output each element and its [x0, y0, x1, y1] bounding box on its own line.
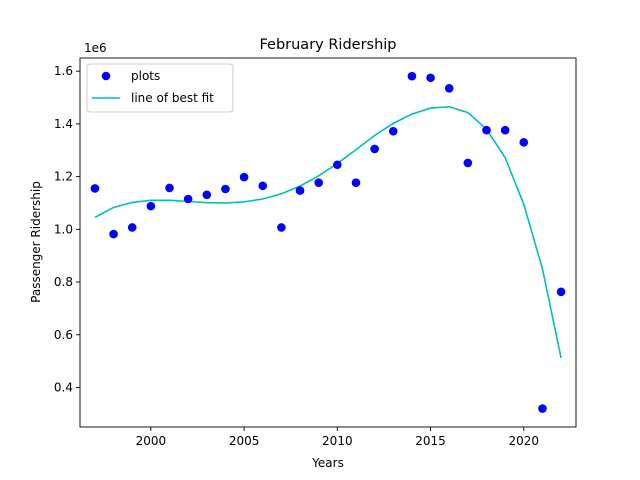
scatter-point [370, 144, 379, 154]
scatter-point [538, 404, 547, 413]
y-tick-label: 1.0 [54, 222, 73, 236]
y-tick-label: 0.4 [54, 380, 73, 394]
scatter-point [239, 172, 249, 182]
axes-frame [79, 57, 577, 428]
y-tick-label: 1.6 [54, 64, 73, 78]
y-tick-label: 1.2 [54, 170, 73, 184]
scatter-point [146, 201, 156, 211]
legend-label: plots [131, 69, 160, 83]
legend: plots line of best fit [86, 63, 234, 113]
scatter-point [183, 194, 193, 204]
y-axis-ticks: 0.4 0.6 0.8 1.0 1.2 1.4 1.6 [54, 64, 80, 394]
scatter-point [127, 223, 137, 232]
y-tick-label: 1.4 [54, 117, 73, 131]
scatter-point [202, 190, 212, 200]
x-tick-label: 2015 [415, 434, 446, 448]
x-tick-label: 2000 [136, 434, 167, 448]
scatter-point [258, 181, 268, 191]
y-tick-label: 0.6 [54, 328, 73, 342]
x-axis-ticks: 2000 2005 2010 2015 2020 [136, 427, 539, 448]
y-tick-label: 0.8 [54, 275, 73, 289]
chart-title: February Ridership [259, 37, 396, 53]
plot-area [79, 57, 577, 428]
scatter-point [463, 158, 473, 168]
scatter-point [109, 229, 118, 239]
x-tick-label: 2010 [322, 434, 353, 448]
legend-frame [86, 63, 234, 113]
scatter-point [426, 73, 435, 83]
scatter-point [519, 138, 529, 147]
scatter-point [407, 71, 417, 81]
scatter-point [500, 125, 510, 135]
y-axis-label: Passenger Ridership [29, 181, 43, 303]
scatter-point [90, 184, 100, 193]
scatter-point [295, 186, 305, 195]
scatter-point [556, 287, 566, 297]
scatter-point [277, 223, 286, 232]
scatter-point [333, 160, 342, 170]
scatter-point [388, 126, 398, 136]
scatter-point [351, 178, 361, 187]
scatter-point [444, 84, 454, 93]
x-tick-label: 2005 [229, 434, 260, 448]
scatter-point [314, 178, 323, 187]
y-offset-label: 1e6 [84, 41, 107, 55]
best-fit-line [94, 105, 562, 359]
scatter-point [482, 125, 491, 135]
scatter-point [221, 184, 230, 194]
x-tick-label: 2020 [509, 434, 540, 448]
scatter-point [165, 183, 174, 193]
x-axis-label: Years [311, 456, 344, 470]
legend-label: line of best fit [131, 91, 214, 105]
legend-marker-plots [101, 71, 111, 81]
